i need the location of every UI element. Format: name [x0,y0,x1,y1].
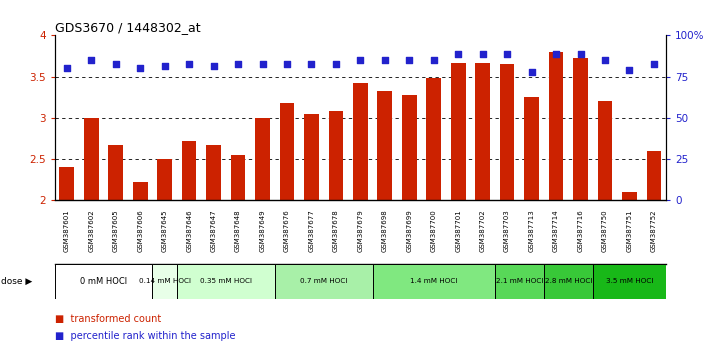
Bar [152,264,177,299]
Point [502,51,513,57]
Text: GSM387679: GSM387679 [357,210,363,252]
Text: GSM387645: GSM387645 [162,210,167,252]
Text: GSM387649: GSM387649 [259,210,266,252]
Point [526,70,537,75]
Text: ■  percentile rank within the sample: ■ percentile rank within the sample [55,331,235,341]
Bar [524,97,539,200]
Text: GDS3670 / 1448302_at: GDS3670 / 1448302_at [55,21,200,34]
Bar [427,78,441,200]
Text: GSM387713: GSM387713 [529,210,534,252]
Bar [231,155,245,200]
Point [379,57,391,63]
Bar [495,264,544,299]
Text: GSM387606: GSM387606 [137,210,143,252]
Bar [622,192,637,200]
Bar [84,118,98,200]
Text: GSM387714: GSM387714 [553,210,559,252]
Point [574,51,586,56]
Text: GSM387716: GSM387716 [577,210,584,252]
Point [355,57,366,63]
Bar [256,118,270,200]
Point [428,57,440,63]
Point [281,61,293,67]
Text: 3.5 mM HOCl: 3.5 mM HOCl [606,279,653,284]
Bar [475,63,490,200]
Text: 1.4 mM HOCl: 1.4 mM HOCl [410,279,457,284]
Bar [593,264,666,299]
Text: 0 mM HOCl: 0 mM HOCl [80,277,127,286]
Text: GSM387751: GSM387751 [626,210,633,252]
Point [159,63,170,69]
Bar [60,167,74,200]
Bar [55,264,152,299]
Point [452,51,464,56]
Text: GSM387676: GSM387676 [284,210,290,252]
Point [232,61,244,67]
Text: GSM387700: GSM387700 [431,210,437,252]
Text: GSM387699: GSM387699 [406,210,412,252]
Point [135,65,146,71]
Point [648,61,660,67]
Point [110,61,122,67]
Text: GSM387750: GSM387750 [602,210,608,252]
Point [61,65,73,71]
Bar [402,96,416,200]
Bar [157,159,172,200]
Bar [206,145,221,200]
Text: GSM387601: GSM387601 [64,210,70,252]
Text: 0.7 mM HOCl: 0.7 mM HOCl [300,279,347,284]
Point [550,51,562,56]
Text: 2.8 mM HOCl: 2.8 mM HOCl [545,279,592,284]
Bar [451,63,465,200]
Point [257,61,269,67]
Point [330,61,341,67]
Text: 0.35 mM HOCl: 0.35 mM HOCl [199,279,252,284]
Text: GSM387647: GSM387647 [210,210,217,252]
Bar [133,182,148,200]
Point [207,63,219,69]
Bar [108,145,123,200]
Bar [378,91,392,200]
Bar [598,101,612,200]
Point [85,57,97,63]
Text: 2.1 mM HOCl: 2.1 mM HOCl [496,279,543,284]
Bar [544,264,593,299]
Text: GSM387648: GSM387648 [235,210,241,252]
Bar [182,141,197,200]
Text: GSM387702: GSM387702 [480,210,486,252]
Bar [274,264,373,299]
Text: dose ▶: dose ▶ [1,277,33,286]
Bar [373,264,495,299]
Point [183,61,195,67]
Bar [304,114,319,200]
Text: GSM387678: GSM387678 [333,210,339,252]
Bar [500,64,515,200]
Text: GSM387698: GSM387698 [381,210,388,252]
Point [599,57,611,63]
Bar [353,83,368,200]
Point [624,67,636,73]
Point [403,57,415,63]
Bar [177,264,274,299]
Text: GSM387602: GSM387602 [88,210,95,252]
Text: GSM387677: GSM387677 [309,210,314,252]
Text: GSM387646: GSM387646 [186,210,192,252]
Text: 0.14 mM HOCl: 0.14 mM HOCl [138,279,191,284]
Text: GSM387605: GSM387605 [113,210,119,252]
Bar [646,151,661,200]
Point [306,61,317,67]
Bar [280,103,294,200]
Text: ■  transformed count: ■ transformed count [55,314,161,324]
Bar [549,52,563,200]
Bar [328,111,343,200]
Text: GSM387701: GSM387701 [455,210,462,252]
Bar [573,58,587,200]
Text: GSM387703: GSM387703 [504,210,510,252]
Point [477,51,488,56]
Text: GSM387752: GSM387752 [651,210,657,252]
